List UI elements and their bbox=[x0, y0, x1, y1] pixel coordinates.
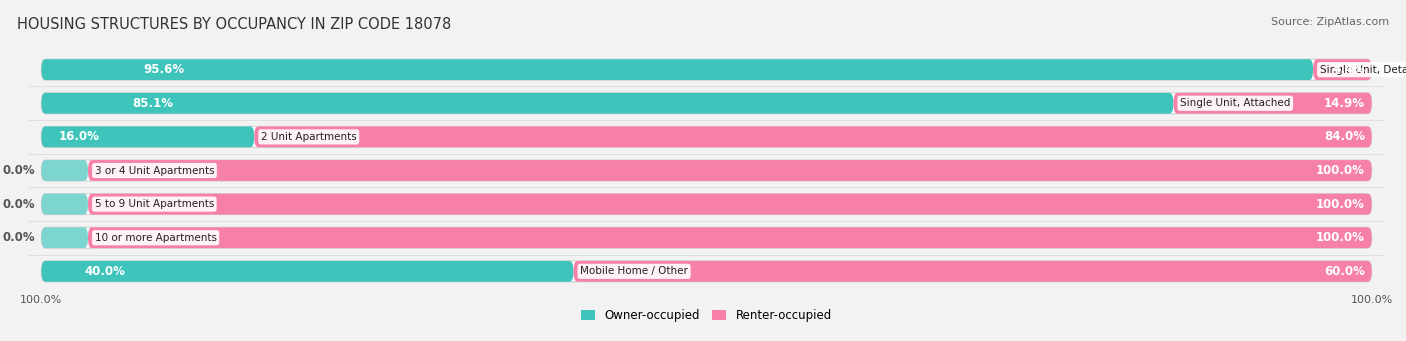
FancyBboxPatch shape bbox=[254, 127, 1372, 147]
Text: 100.0%: 100.0% bbox=[1316, 164, 1365, 177]
FancyBboxPatch shape bbox=[89, 194, 1372, 214]
FancyBboxPatch shape bbox=[41, 227, 1372, 248]
FancyBboxPatch shape bbox=[41, 59, 1372, 80]
Text: Single Unit, Attached: Single Unit, Attached bbox=[1180, 98, 1291, 108]
Text: 2 Unit Apartments: 2 Unit Apartments bbox=[262, 132, 357, 142]
FancyBboxPatch shape bbox=[41, 160, 89, 181]
FancyBboxPatch shape bbox=[574, 261, 1372, 282]
Text: 100.0%: 100.0% bbox=[1316, 231, 1365, 244]
FancyBboxPatch shape bbox=[41, 194, 89, 214]
Text: 84.0%: 84.0% bbox=[1324, 130, 1365, 143]
Text: 40.0%: 40.0% bbox=[84, 265, 125, 278]
Text: 14.9%: 14.9% bbox=[1324, 97, 1365, 110]
FancyBboxPatch shape bbox=[41, 127, 1372, 147]
Text: 10 or more Apartments: 10 or more Apartments bbox=[94, 233, 217, 243]
Text: 0.0%: 0.0% bbox=[3, 231, 35, 244]
Text: Mobile Home / Other: Mobile Home / Other bbox=[581, 266, 688, 276]
FancyBboxPatch shape bbox=[41, 93, 1174, 114]
Text: 60.0%: 60.0% bbox=[1324, 265, 1365, 278]
FancyBboxPatch shape bbox=[89, 227, 1372, 248]
FancyBboxPatch shape bbox=[41, 261, 574, 282]
Text: 95.6%: 95.6% bbox=[143, 63, 184, 76]
Text: 0.0%: 0.0% bbox=[3, 164, 35, 177]
Text: 16.0%: 16.0% bbox=[59, 130, 100, 143]
FancyBboxPatch shape bbox=[89, 160, 1372, 181]
Text: 100.0%: 100.0% bbox=[1316, 198, 1365, 211]
Text: 4.4%: 4.4% bbox=[1331, 63, 1365, 76]
FancyBboxPatch shape bbox=[41, 194, 1372, 214]
Text: 85.1%: 85.1% bbox=[132, 97, 173, 110]
FancyBboxPatch shape bbox=[41, 160, 1372, 181]
Text: Single Unit, Detached: Single Unit, Detached bbox=[1320, 65, 1406, 75]
FancyBboxPatch shape bbox=[41, 59, 1313, 80]
Text: 0.0%: 0.0% bbox=[3, 198, 35, 211]
FancyBboxPatch shape bbox=[41, 127, 254, 147]
FancyBboxPatch shape bbox=[41, 261, 1372, 282]
FancyBboxPatch shape bbox=[1174, 93, 1372, 114]
Text: 3 or 4 Unit Apartments: 3 or 4 Unit Apartments bbox=[94, 165, 214, 176]
FancyBboxPatch shape bbox=[41, 227, 89, 248]
FancyBboxPatch shape bbox=[41, 93, 1372, 114]
Text: HOUSING STRUCTURES BY OCCUPANCY IN ZIP CODE 18078: HOUSING STRUCTURES BY OCCUPANCY IN ZIP C… bbox=[17, 17, 451, 32]
Text: Source: ZipAtlas.com: Source: ZipAtlas.com bbox=[1271, 17, 1389, 27]
Text: 5 to 9 Unit Apartments: 5 to 9 Unit Apartments bbox=[94, 199, 214, 209]
FancyBboxPatch shape bbox=[1313, 59, 1372, 80]
Legend: Owner-occupied, Renter-occupied: Owner-occupied, Renter-occupied bbox=[576, 305, 837, 327]
